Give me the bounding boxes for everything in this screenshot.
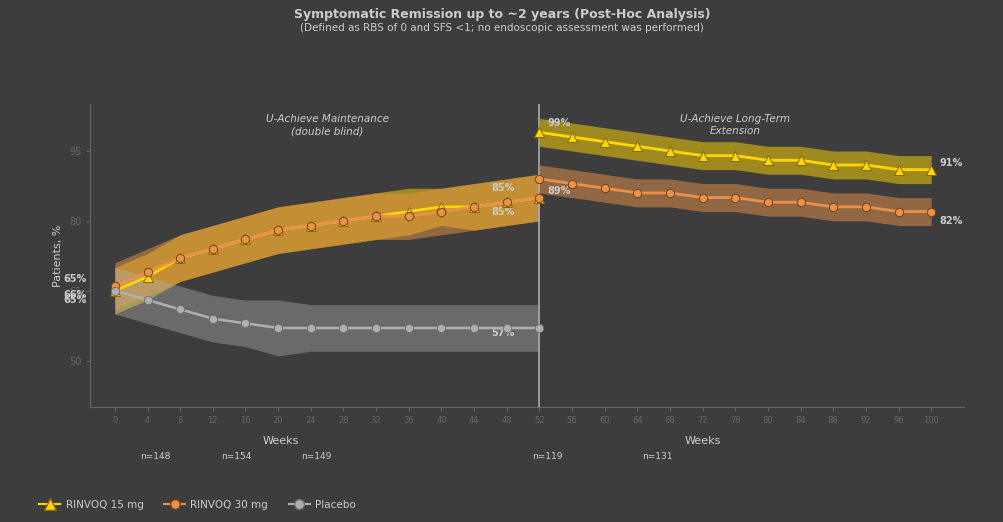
Text: (Defined as RBS of 0 and SFS <1; no endoscopic assessment was performed): (Defined as RBS of 0 and SFS <1; no endo…	[300, 23, 703, 33]
Text: U-Achieve Long-Term
Extension: U-Achieve Long-Term Extension	[679, 114, 789, 136]
Text: n=148: n=148	[140, 452, 171, 460]
Text: 57%: 57%	[491, 328, 515, 338]
Text: 99%: 99%	[547, 118, 570, 128]
Text: n=154: n=154	[221, 452, 251, 460]
Text: 82%: 82%	[939, 216, 962, 226]
Text: n=119: n=119	[532, 452, 562, 460]
Text: n=131: n=131	[642, 452, 672, 460]
Text: 89%: 89%	[547, 185, 571, 196]
Text: Weeks: Weeks	[263, 436, 299, 446]
Text: U-Achieve Maintenance
(double blind): U-Achieve Maintenance (double blind)	[266, 114, 388, 136]
Text: 65%: 65%	[63, 274, 86, 284]
Legend: RINVOQ 15 mg, RINVOQ 30 mg, Placebo: RINVOQ 15 mg, RINVOQ 30 mg, Placebo	[35, 496, 359, 514]
Text: Weeks: Weeks	[684, 436, 720, 446]
Text: 65%: 65%	[63, 295, 86, 305]
Text: 91%: 91%	[939, 158, 962, 168]
Text: 85%: 85%	[491, 207, 515, 217]
Text: 66%: 66%	[63, 290, 86, 300]
Text: n=149: n=149	[301, 452, 331, 460]
Text: 85%: 85%	[491, 183, 515, 193]
Y-axis label: Patients, %: Patients, %	[53, 224, 63, 287]
Text: Symptomatic Remission up to ~2 years (Post-Hoc Analysis): Symptomatic Remission up to ~2 years (Po…	[294, 8, 709, 21]
